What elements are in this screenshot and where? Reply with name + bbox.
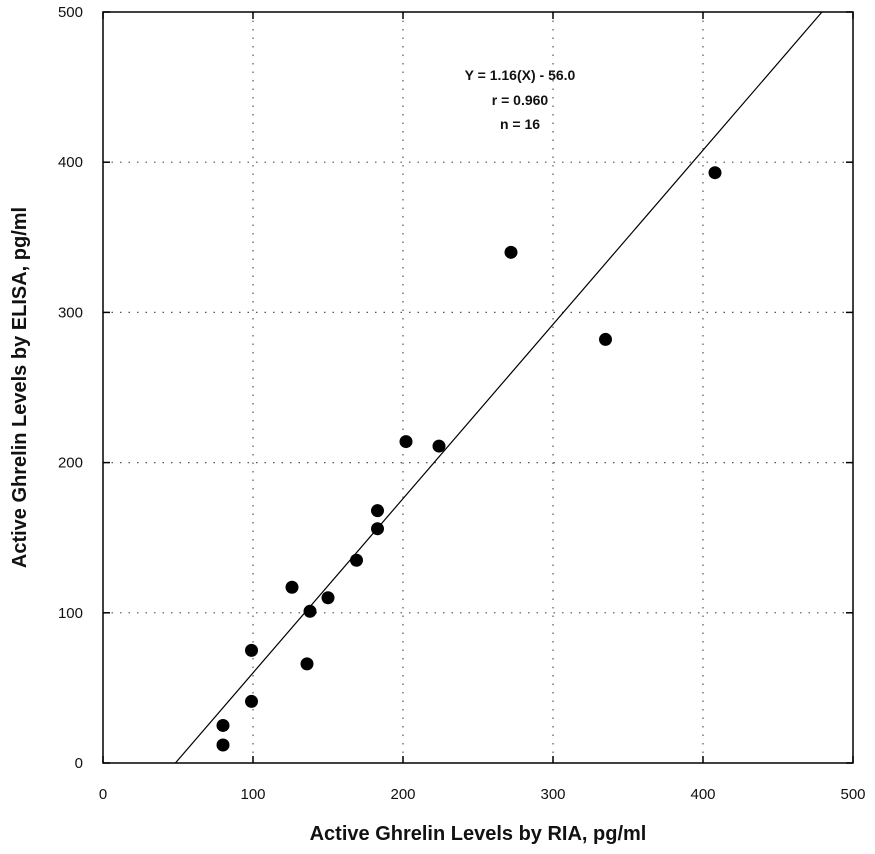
- x-tick-label: 0: [99, 786, 107, 803]
- x-tick-label: 200: [390, 786, 415, 803]
- x-tick-label: 500: [840, 786, 865, 803]
- grid-lines: [103, 12, 853, 763]
- data-point: [371, 504, 384, 518]
- y-tick-label: 100: [58, 605, 83, 622]
- data-point: [245, 694, 258, 708]
- x-axis-title: Active Ghrelin Levels by RIA, pg/ml: [310, 823, 647, 845]
- y-tick-label: 200: [58, 455, 83, 472]
- x-tick-label: 300: [540, 786, 565, 803]
- y-axis-title: Active Ghrelin Levels by ELISA, pg/ml: [9, 207, 31, 568]
- data-point: [300, 657, 314, 671]
- y-tick-label: 0: [75, 755, 83, 772]
- regression-line: [174, 11, 823, 764]
- data-point: [245, 643, 258, 657]
- data-point: [350, 553, 363, 567]
- y-tick-label: 300: [58, 304, 83, 321]
- x-tick-label: 100: [240, 786, 265, 803]
- data-point: [432, 439, 446, 453]
- data-point: [216, 718, 230, 732]
- equation-label: Y = 1.16(X) - 56.0: [465, 67, 576, 83]
- data-point: [285, 580, 299, 594]
- y-tick-label: 400: [58, 154, 83, 171]
- data-point: [708, 166, 722, 180]
- plot-frame: [102, 11, 854, 764]
- data-point: [371, 522, 384, 536]
- n-value-label: n = 16: [500, 116, 540, 132]
- data-point: [216, 738, 230, 752]
- y-tick-label: 500: [58, 4, 83, 21]
- data-point: [504, 245, 518, 259]
- data-point: [399, 435, 413, 449]
- x-tick-label: 400: [690, 786, 715, 803]
- axis-ticks: 0 100 200 300 400 500 0 100 200 300 400 500: [58, 4, 866, 803]
- data-points: [216, 166, 722, 752]
- r-value-label: r = 0.960: [492, 92, 549, 108]
- data-point: [303, 604, 317, 618]
- data-point: [321, 591, 335, 605]
- data-point: [599, 332, 612, 346]
